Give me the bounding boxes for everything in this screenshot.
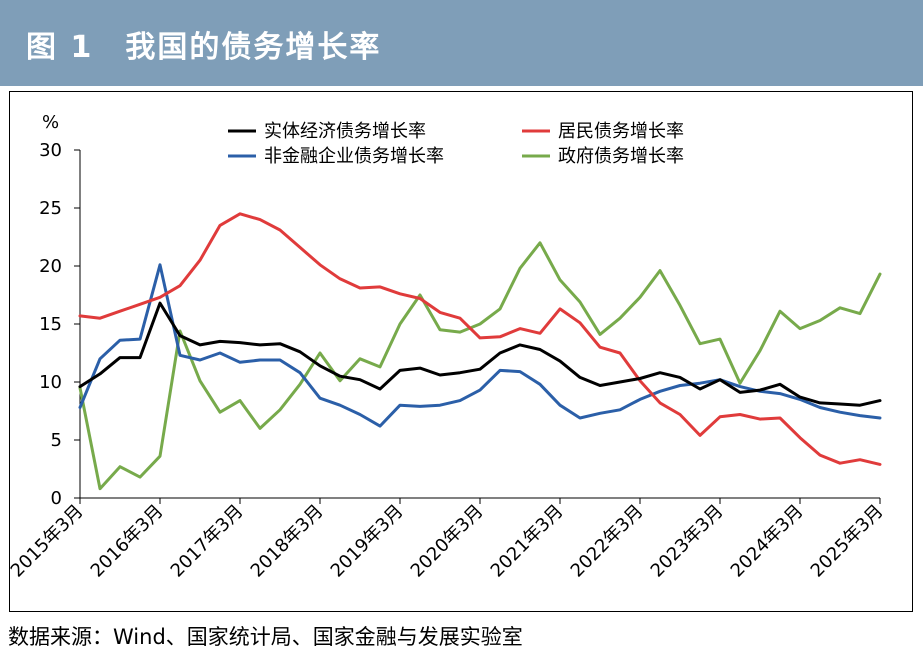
x-tick-label: 2016年3月 bbox=[87, 501, 168, 582]
y-tick-label: 0 bbox=[51, 488, 62, 509]
y-tick-label: 5 bbox=[51, 430, 62, 451]
legend-label: 实体经济债务增长率 bbox=[264, 121, 426, 142]
x-tick-label: 2017年3月 bbox=[167, 501, 248, 582]
x-tick-label: 2022年3月 bbox=[567, 501, 648, 582]
data-source-note: 数据来源：Wind、国家统计局、国家金融与发展实验室 bbox=[8, 625, 523, 649]
y-tick-label: 20 bbox=[39, 256, 62, 277]
series-line-4 bbox=[78, 241, 882, 491]
series-line-2 bbox=[78, 212, 882, 466]
x-tick-label: 2019年3月 bbox=[327, 501, 408, 582]
figure-title-bar: 图 1 我国的债务增长率 bbox=[0, 0, 923, 86]
x-tick-label: 2023年3月 bbox=[647, 501, 728, 582]
y-tick-label: 10 bbox=[39, 372, 62, 393]
figure-title: 图 1 我国的债务增长率 bbox=[26, 30, 382, 65]
y-tick-label: 30 bbox=[39, 140, 62, 161]
series-line-1 bbox=[78, 301, 882, 407]
series-line-3 bbox=[78, 263, 882, 428]
y-axis-unit: % bbox=[42, 112, 59, 133]
x-tick-label: 2020年3月 bbox=[407, 501, 488, 582]
legend-label: 政府债务增长率 bbox=[558, 146, 684, 167]
x-tick-label: 2021年3月 bbox=[487, 501, 568, 582]
legend-label: 非金融企业债务增长率 bbox=[264, 146, 444, 167]
chart-frame bbox=[9, 91, 913, 612]
x-tick-label: 2018年3月 bbox=[247, 501, 328, 582]
x-tick-label: 2015年3月 bbox=[7, 501, 88, 582]
legend-label: 居民债务增长率 bbox=[558, 121, 684, 142]
y-tick-label: 15 bbox=[39, 314, 62, 335]
y-tick-label: 25 bbox=[39, 198, 62, 219]
x-tick-label: 2025年3月 bbox=[807, 501, 888, 582]
x-tick-label: 2024年3月 bbox=[727, 501, 808, 582]
